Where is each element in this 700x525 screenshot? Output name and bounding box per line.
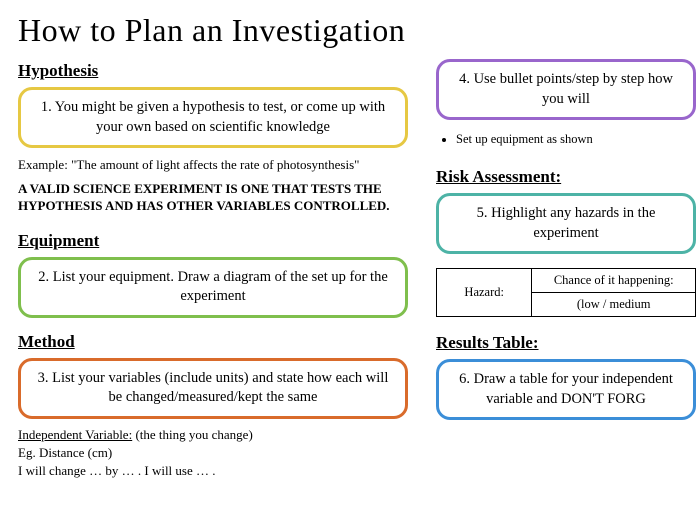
- valid-experiment-note: A VALID SCIENCE EXPERIMENT IS ONE THAT T…: [18, 180, 408, 215]
- results-heading: Results Table:: [436, 333, 696, 353]
- method-box: 3. List your variables (include units) a…: [18, 358, 408, 419]
- hazard-header: Hazard:: [437, 269, 532, 317]
- step4-bullet-1: Set up equipment as shown: [456, 132, 696, 147]
- iv-example: Eg. Distance (cm): [18, 445, 408, 461]
- hypothesis-box: 1. You might be given a hypothesis to te…: [18, 87, 408, 148]
- equipment-heading: Equipment: [18, 231, 408, 251]
- risk-heading: Risk Assessment:: [436, 167, 696, 187]
- hypothesis-example: Example: "The amount of light affects th…: [18, 156, 408, 174]
- chance-values: (low / medium: [532, 293, 696, 317]
- risk-table: Hazard: Chance of it happening: (low / m…: [436, 268, 696, 317]
- iv-desc: (the thing you change): [135, 427, 252, 442]
- step4-box: 4. Use bullet points/step by step how yo…: [436, 59, 696, 120]
- left-column: Hypothesis 1. You might be given a hypot…: [18, 55, 408, 479]
- results-box: 6. Draw a table for your independent var…: [436, 359, 696, 420]
- risk-box: 5. Highlight any hazards in the experime…: [436, 193, 696, 254]
- method-heading: Method: [18, 332, 408, 352]
- iv-line: Independent Variable: (the thing you cha…: [18, 427, 408, 443]
- content-columns: Hypothesis 1. You might be given a hypot…: [18, 55, 700, 479]
- example-text: "The amount of light affects the rate of…: [71, 157, 359, 172]
- step4-bullets: Set up equipment as shown: [456, 132, 696, 151]
- table-row: Hazard: Chance of it happening:: [437, 269, 696, 293]
- right-column: 4. Use bullet points/step by step how yo…: [436, 55, 696, 479]
- example-label: Example:: [18, 157, 68, 172]
- equipment-box: 2. List your equipment. Draw a diagram o…: [18, 257, 408, 318]
- iv-label: Independent Variable:: [18, 427, 132, 442]
- hypothesis-heading: Hypothesis: [18, 61, 408, 81]
- chance-header: Chance of it happening:: [532, 269, 696, 293]
- page-title: How to Plan an Investigation: [18, 12, 700, 49]
- iv-sentence: I will change … by … . I will use … .: [18, 463, 408, 479]
